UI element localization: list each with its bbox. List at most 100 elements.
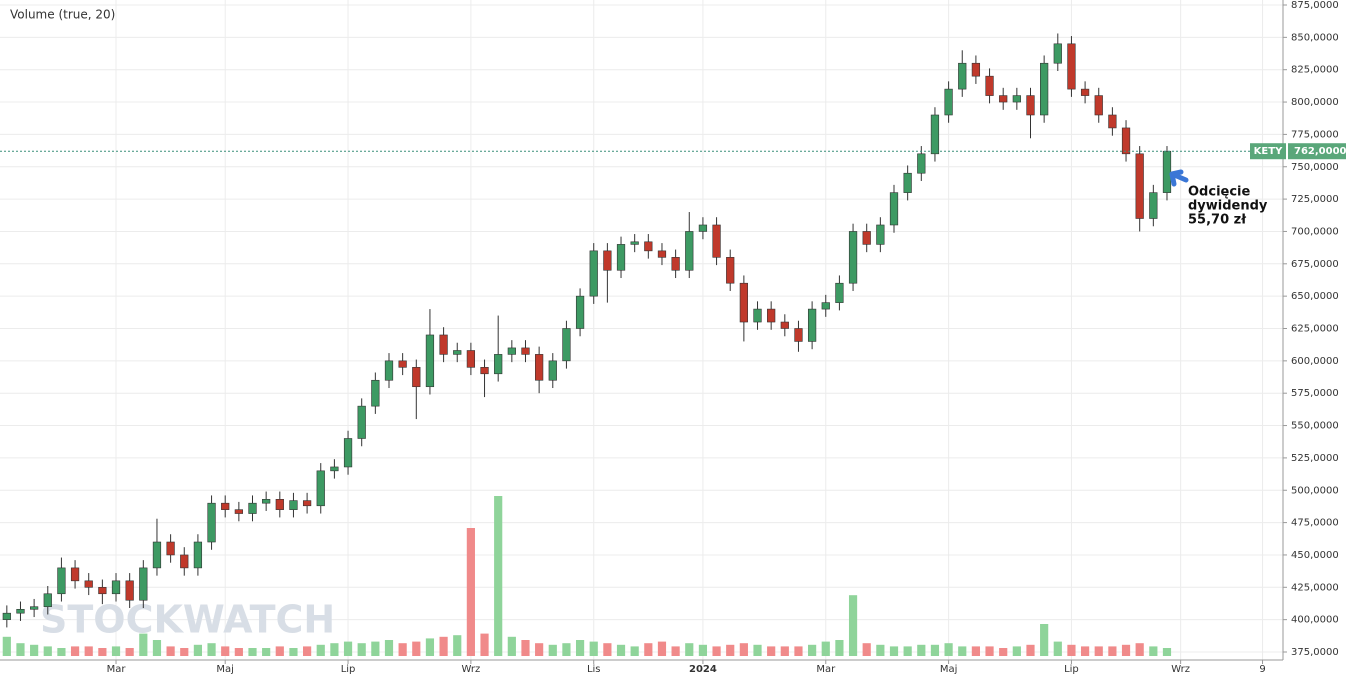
candle-body bbox=[712, 224, 721, 258]
volume-bar bbox=[712, 646, 721, 656]
candle-body bbox=[726, 257, 735, 284]
candle-body bbox=[644, 241, 653, 252]
volume-bar bbox=[330, 643, 339, 656]
y-tick-label: 425,0000 bbox=[1291, 582, 1339, 593]
volume-bar bbox=[480, 633, 489, 656]
volume-bar bbox=[848, 595, 858, 656]
volume-bar bbox=[1149, 646, 1158, 656]
volume-bar bbox=[698, 644, 708, 656]
ticker-tag bbox=[1250, 143, 1286, 160]
volume-bar bbox=[316, 644, 325, 656]
candle-body bbox=[275, 499, 284, 510]
candle-body bbox=[262, 499, 271, 504]
candle-body bbox=[371, 379, 380, 407]
x-tick-label: Lip bbox=[1064, 664, 1079, 675]
candle-body bbox=[917, 153, 926, 174]
volume-bar bbox=[207, 643, 216, 656]
volume-bar bbox=[98, 648, 107, 656]
x-tick-label: Wrz bbox=[1171, 664, 1190, 675]
candle-body bbox=[30, 606, 39, 610]
volume-bar bbox=[139, 633, 148, 656]
volume-bar bbox=[889, 646, 899, 656]
candle-body bbox=[657, 250, 667, 258]
volume-bar bbox=[821, 641, 830, 656]
candle-body bbox=[84, 580, 93, 588]
annotation: Odcięcie bbox=[1188, 185, 1250, 200]
annotation: 55,70 zł bbox=[1188, 213, 1247, 228]
volume-bar bbox=[507, 636, 516, 656]
candle-body bbox=[753, 308, 762, 323]
y-tick-label: 600,0000 bbox=[1291, 356, 1339, 367]
candle-body bbox=[57, 567, 66, 595]
candle-body bbox=[139, 567, 148, 601]
volume-bar bbox=[1026, 644, 1035, 656]
candle-body bbox=[152, 541, 162, 569]
volume-bar bbox=[289, 648, 298, 656]
volume-bar bbox=[371, 641, 380, 656]
x-tick-label: Lip bbox=[341, 664, 356, 675]
volume-bar bbox=[262, 648, 271, 656]
y-tick-label: 750,0000 bbox=[1291, 162, 1339, 173]
candle-body bbox=[807, 308, 817, 342]
candle-body bbox=[1012, 95, 1021, 103]
volume-bar bbox=[1067, 644, 1076, 656]
volume-bar bbox=[43, 646, 52, 656]
volume-bar bbox=[357, 643, 366, 656]
y-tick-label: 700,0000 bbox=[1291, 226, 1339, 237]
volume-bar bbox=[425, 638, 435, 656]
volume-bar bbox=[753, 644, 762, 656]
volume-layer bbox=[2, 496, 1172, 656]
y-tick-label: 525,0000 bbox=[1291, 453, 1339, 464]
candle-body bbox=[903, 172, 912, 193]
candle-body bbox=[316, 470, 325, 507]
candle-body bbox=[302, 500, 312, 507]
volume-bar bbox=[152, 640, 162, 656]
volume-bar bbox=[398, 643, 407, 656]
candle-body bbox=[999, 95, 1008, 103]
candle-body bbox=[1053, 43, 1062, 64]
candle-body bbox=[835, 282, 844, 303]
volume-bar bbox=[111, 646, 121, 656]
volume-bar bbox=[16, 643, 25, 656]
candle-body bbox=[671, 257, 680, 271]
candle-body bbox=[439, 334, 448, 355]
volume-bar bbox=[494, 496, 503, 656]
candle-body bbox=[794, 328, 803, 342]
volume-bar bbox=[1012, 646, 1021, 656]
volume-bar bbox=[84, 646, 93, 656]
candle-body bbox=[221, 502, 230, 510]
candle-body bbox=[357, 405, 366, 439]
y-tick-label: 550,0000 bbox=[1291, 421, 1339, 432]
volume-bar bbox=[644, 643, 653, 656]
volume-bar bbox=[1053, 641, 1062, 656]
candle-body bbox=[821, 302, 830, 310]
volume-bar bbox=[999, 648, 1008, 656]
volume-bar bbox=[835, 640, 844, 656]
y-tick-label: 450,0000 bbox=[1291, 550, 1339, 561]
volume-bar bbox=[57, 648, 66, 656]
volume-bar bbox=[671, 646, 680, 656]
candle-body bbox=[1094, 95, 1103, 116]
watermark: STOCKWATCH bbox=[40, 598, 335, 642]
x-tick-label: Wrz bbox=[461, 664, 480, 675]
candle-body bbox=[1067, 43, 1076, 90]
y-tick-label: 875,0000 bbox=[1291, 0, 1339, 11]
volume-bar bbox=[685, 643, 694, 656]
volume-bar bbox=[1080, 646, 1090, 656]
candle-body bbox=[739, 282, 748, 323]
candle-body bbox=[248, 502, 257, 514]
volume-bar bbox=[1162, 648, 1172, 656]
volume-bar bbox=[862, 643, 871, 656]
y-tick-label: 725,0000 bbox=[1291, 194, 1339, 205]
candle-body bbox=[1121, 127, 1131, 155]
x-tick-label: 2024 bbox=[689, 664, 717, 675]
volume-bar bbox=[275, 646, 284, 656]
y-tick-label: 850,0000 bbox=[1291, 32, 1339, 43]
volume-bar bbox=[166, 646, 175, 656]
y-tick-label: 825,0000 bbox=[1291, 65, 1339, 76]
candle-body bbox=[630, 241, 639, 245]
candle-body bbox=[180, 554, 189, 569]
candle-body bbox=[425, 334, 435, 388]
volume-bar bbox=[985, 646, 994, 656]
